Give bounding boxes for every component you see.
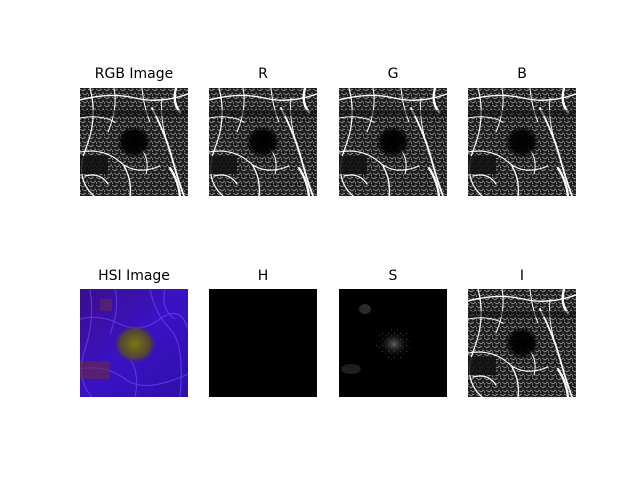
i-channel-image — [468, 289, 576, 397]
hsi-image — [80, 289, 188, 397]
panel-title-hsi: HSI Image — [98, 268, 170, 284]
rgb-image — [80, 88, 188, 196]
panel-title-i: I — [519, 268, 525, 284]
panel-title-h: H — [257, 268, 269, 284]
panel-title-g: G — [387, 66, 399, 82]
r-channel-image — [209, 88, 317, 196]
g-channel-image — [339, 88, 447, 196]
h-channel-image — [209, 289, 317, 397]
panel-title-b: B — [517, 66, 527, 82]
panel-title-rgb: RGB Image — [94, 66, 174, 82]
s-channel-image — [339, 289, 447, 397]
panel-title-r: R — [258, 66, 268, 82]
b-channel-image — [468, 88, 576, 196]
panel-title-s: S — [388, 268, 398, 284]
